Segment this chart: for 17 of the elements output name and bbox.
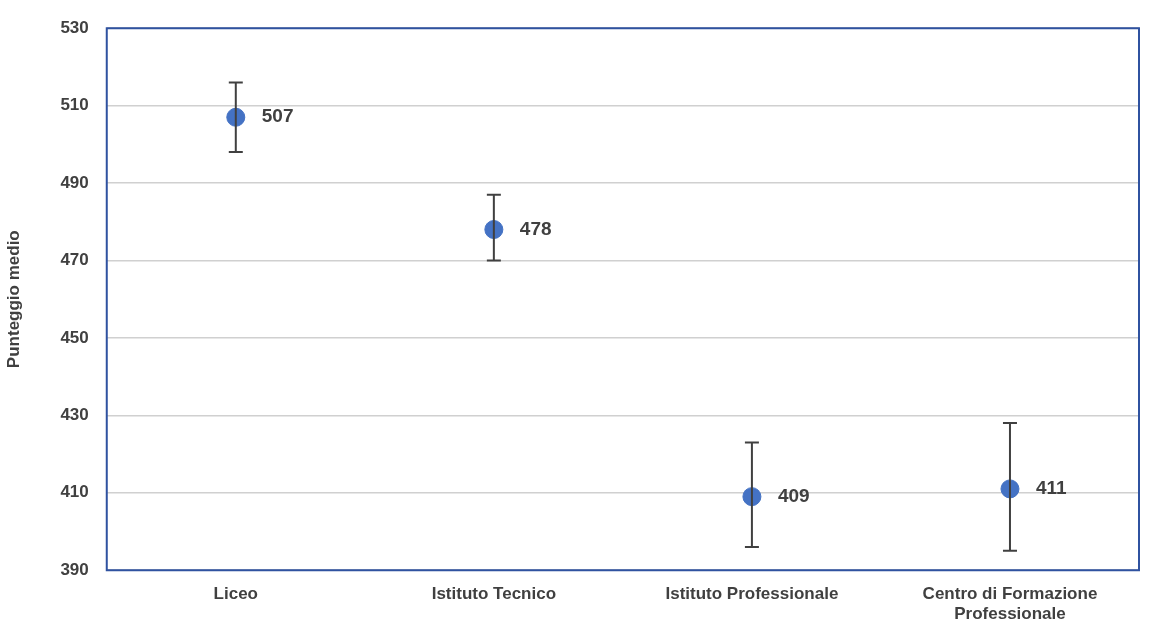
y-tick-label: 450 (60, 327, 89, 347)
y-tick-label: 390 (60, 559, 89, 579)
y-tick-label: 470 (60, 250, 89, 270)
data-label: 411 (1035, 477, 1068, 499)
x-tick-label: Istituto Tecnico (431, 584, 557, 604)
y-tick-label: 490 (60, 172, 89, 192)
y-tick-label: 510 (60, 95, 89, 115)
data-label: 409 (777, 484, 810, 506)
y-tick-label: 430 (60, 405, 89, 425)
y-axis-title: Punteggio medio (3, 230, 23, 369)
x-tick-label: Istituto Professionale (665, 584, 839, 604)
data-label: 478 (519, 217, 552, 239)
y-tick-label: 410 (60, 482, 89, 502)
x-tick-label: Liceo (213, 584, 258, 604)
x-tick-label: Centro di Formazione Professionale (922, 584, 1098, 624)
y-tick-label: 530 (60, 17, 89, 37)
data-label: 507 (261, 105, 294, 127)
